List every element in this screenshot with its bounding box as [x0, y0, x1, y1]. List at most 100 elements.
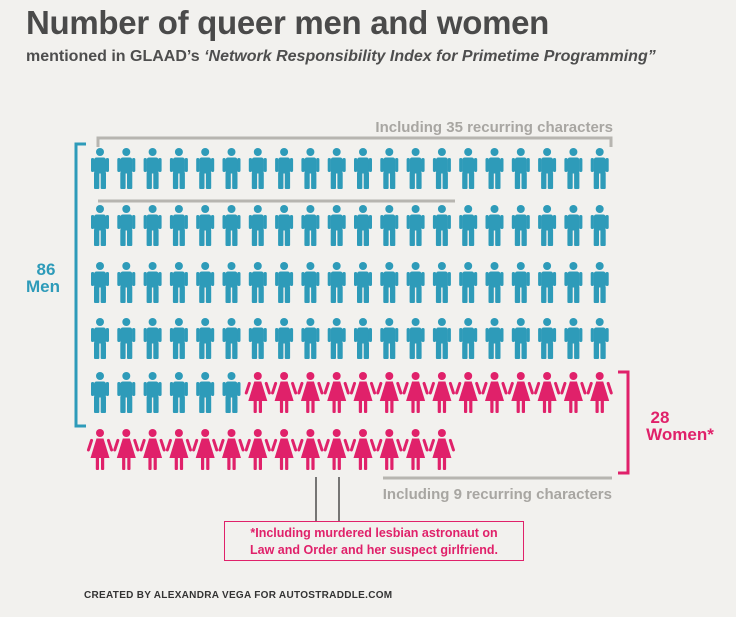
footnote-line-1: *Including murdered lesbian astronaut on — [250, 526, 498, 540]
man-figure-icon — [275, 205, 294, 246]
man-figure-icon — [117, 205, 136, 246]
man-figure-icon — [275, 262, 294, 303]
man-figure-icon — [327, 205, 346, 246]
man-figure-icon — [169, 262, 188, 303]
subtitle-text: mentioned in GLAAD’s — [26, 48, 205, 65]
man-figure-icon — [117, 262, 136, 303]
man-figure-icon — [459, 148, 478, 189]
man-figure-icon — [275, 148, 294, 189]
man-figure-icon — [459, 318, 478, 359]
woman-figure-icon — [86, 429, 114, 470]
man-figure-icon — [91, 148, 109, 189]
man-figure-icon — [169, 148, 188, 189]
man-figure-icon — [143, 372, 162, 413]
man-figure-icon — [301, 205, 320, 246]
woman-figure-icon — [402, 372, 429, 413]
man-figure-icon — [354, 205, 372, 246]
woman-figure-icon — [165, 429, 192, 470]
man-figure-icon — [380, 262, 399, 303]
man-figure-icon — [117, 318, 136, 359]
woman-figure-icon — [244, 429, 271, 470]
man-figure-icon — [91, 318, 109, 359]
woman-figure-icon — [271, 429, 298, 470]
man-figure-icon — [248, 205, 267, 246]
man-figure-icon — [248, 148, 267, 189]
man-figure-icon — [275, 318, 294, 359]
chart-subtitle: mentioned in GLAAD’s ‘Network Responsibi… — [26, 48, 656, 66]
man-figure-icon — [538, 318, 557, 359]
man-figure-icon — [117, 372, 136, 413]
footnote-line-2: Law and Order and her suspect girlfriend… — [250, 543, 498, 557]
women-bracket — [618, 370, 630, 475]
man-figure-icon — [143, 262, 162, 303]
man-figure-icon — [590, 205, 609, 246]
man-figure-icon — [91, 372, 109, 413]
woman-figure-icon — [507, 372, 534, 413]
woman-figure-icon — [244, 372, 271, 413]
woman-figure-icon — [402, 429, 429, 470]
man-figure-icon — [143, 148, 162, 189]
man-figure-icon — [511, 262, 530, 303]
man-figure-icon — [564, 205, 583, 246]
chart-title: Number of queer men and women — [26, 4, 550, 41]
man-figure-icon — [406, 205, 425, 246]
woman-figure-icon — [560, 372, 587, 413]
man-figure-icon — [538, 148, 557, 189]
women-recurring-label: Including 9 recurring characters — [383, 486, 612, 503]
man-figure-icon — [222, 318, 241, 359]
man-figure-icon — [354, 262, 372, 303]
woman-figure-icon — [192, 429, 219, 470]
man-figure-icon — [301, 148, 320, 189]
man-figure-icon — [196, 318, 215, 359]
subtitle-report-name: ‘Network Responsibility Index for Primet… — [204, 48, 656, 65]
man-figure-icon — [327, 148, 346, 189]
men-recurring-label: Including 35 recurring characters — [375, 119, 613, 136]
woman-figure-icon — [376, 429, 403, 470]
footnote-box: *Including murdered lesbian astronaut on… — [224, 521, 524, 561]
man-figure-icon — [485, 318, 504, 359]
women-count: 28 — [651, 408, 670, 427]
man-figure-icon — [432, 318, 451, 359]
woman-figure-icon — [376, 372, 403, 413]
men-count: 86 — [37, 260, 56, 279]
man-figure-icon — [380, 318, 399, 359]
man-figure-icon — [485, 205, 504, 246]
man-figure-icon — [222, 148, 241, 189]
man-figure-icon — [301, 318, 320, 359]
man-figure-icon — [169, 372, 188, 413]
man-figure-icon — [196, 148, 215, 189]
man-figure-icon — [511, 318, 530, 359]
man-figure-icon — [564, 262, 583, 303]
man-figure-icon — [117, 148, 136, 189]
man-figure-icon — [590, 148, 609, 189]
man-figure-icon — [406, 262, 425, 303]
man-figure-icon — [590, 262, 609, 303]
man-figure-icon — [222, 372, 241, 413]
man-figure-icon — [511, 148, 530, 189]
man-figure-icon — [301, 262, 320, 303]
man-figure-icon — [459, 262, 478, 303]
women-icons — [86, 372, 613, 470]
man-figure-icon — [222, 262, 241, 303]
man-figure-icon — [564, 318, 583, 359]
man-figure-icon — [248, 262, 267, 303]
man-figure-icon — [196, 205, 215, 246]
men-label: Men — [26, 277, 60, 296]
woman-figure-icon — [297, 429, 324, 470]
woman-figure-icon — [481, 372, 508, 413]
woman-figure-icon — [323, 429, 350, 470]
woman-figure-icon — [323, 372, 350, 413]
man-figure-icon — [327, 262, 346, 303]
man-figure-icon — [143, 318, 162, 359]
woman-figure-icon — [455, 372, 482, 413]
woman-figure-icon — [349, 429, 377, 470]
man-figure-icon — [196, 372, 215, 413]
woman-figure-icon — [534, 372, 561, 413]
man-figure-icon — [459, 205, 478, 246]
man-figure-icon — [406, 148, 425, 189]
man-figure-icon — [564, 148, 583, 189]
man-figure-icon — [143, 205, 162, 246]
man-figure-icon — [91, 262, 109, 303]
woman-figure-icon — [428, 429, 455, 470]
